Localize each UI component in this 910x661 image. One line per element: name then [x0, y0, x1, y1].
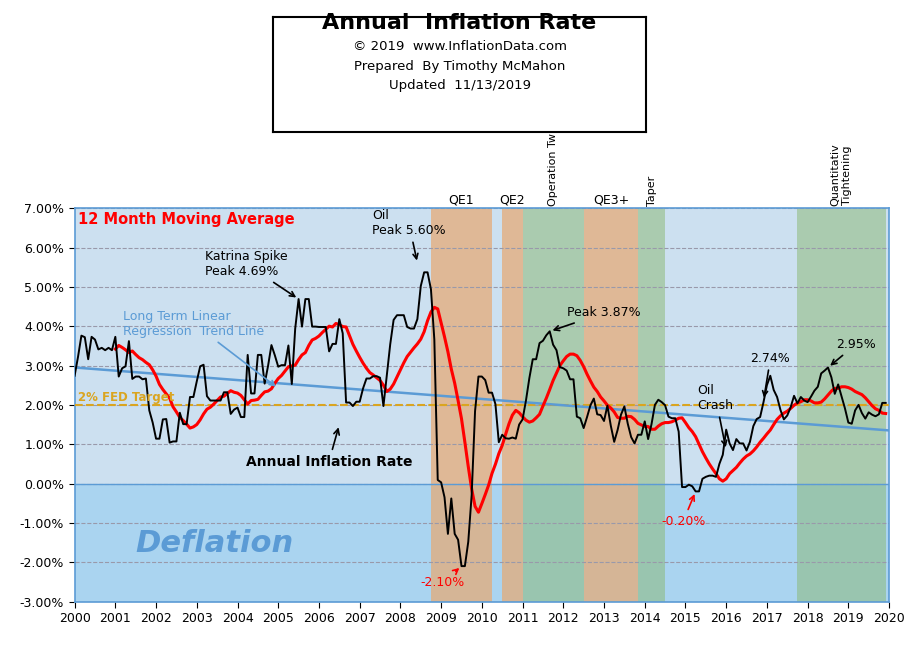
- Text: -0.20%: -0.20%: [661, 496, 705, 528]
- Bar: [522, 208, 583, 602]
- Text: Katrina Spike
Peak 4.69%: Katrina Spike Peak 4.69%: [205, 250, 295, 297]
- Bar: [502, 208, 522, 602]
- Text: Annual  Inflation Rate: Annual Inflation Rate: [322, 13, 597, 33]
- Text: Operation Twist: Operation Twist: [548, 120, 558, 206]
- Text: Updated  11/13/2019: Updated 11/13/2019: [389, 79, 531, 93]
- Text: 2.74%: 2.74%: [751, 352, 791, 396]
- Bar: [797, 208, 885, 602]
- Text: QE3+: QE3+: [592, 193, 629, 206]
- Text: Peak 3.87%: Peak 3.87%: [554, 306, 641, 330]
- Text: © 2019  www.InflationData.com: © 2019 www.InflationData.com: [352, 40, 567, 53]
- Text: 2.95%: 2.95%: [832, 338, 876, 364]
- Text: 12 Month Moving Average: 12 Month Moving Average: [78, 212, 295, 227]
- Text: Long Term Linear
Regression  Trend Line: Long Term Linear Regression Trend Line: [124, 310, 275, 385]
- Text: Oil
Peak 5.60%: Oil Peak 5.60%: [372, 209, 446, 258]
- Bar: [583, 208, 638, 602]
- Text: Taper: Taper: [647, 176, 657, 206]
- Bar: [75, 484, 889, 602]
- Text: Deflation: Deflation: [136, 529, 294, 559]
- Text: Quantitativ
Tightening: Quantitativ Tightening: [831, 143, 853, 206]
- Text: -2.10%: -2.10%: [420, 569, 465, 589]
- Text: Prepared  By Timothy McMahon: Prepared By Timothy McMahon: [354, 59, 565, 73]
- Bar: [431, 208, 492, 602]
- Text: 2% FED Target: 2% FED Target: [78, 391, 174, 404]
- Text: Oil
Crash: Oil Crash: [698, 384, 733, 446]
- Bar: [638, 208, 665, 602]
- Text: QE1: QE1: [449, 193, 474, 206]
- Text: QE2: QE2: [500, 193, 525, 206]
- Text: Annual Inflation Rate: Annual Inflation Rate: [246, 429, 412, 469]
